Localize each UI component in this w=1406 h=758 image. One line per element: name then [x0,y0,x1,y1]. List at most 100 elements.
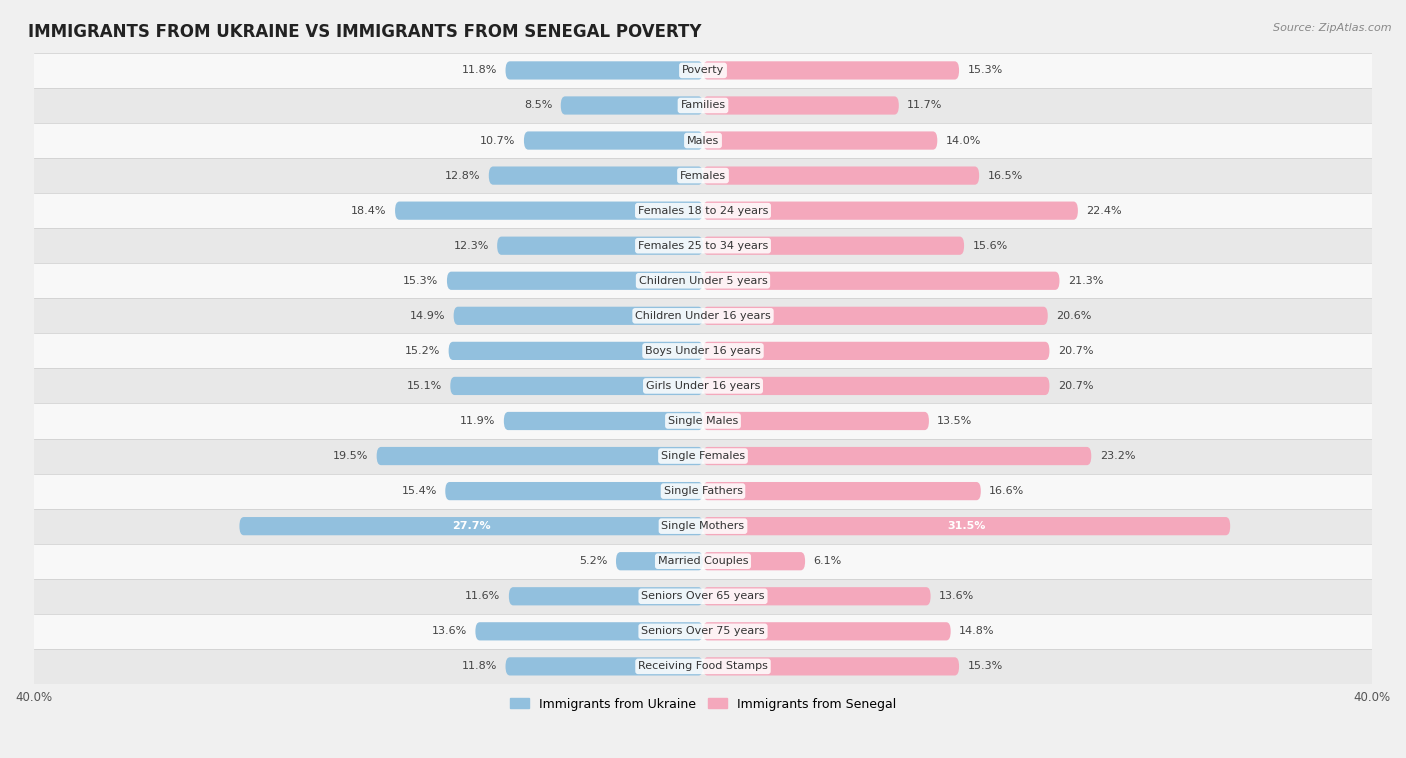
Text: 23.2%: 23.2% [1099,451,1135,461]
FancyBboxPatch shape [703,657,959,675]
FancyBboxPatch shape [703,377,1049,395]
FancyBboxPatch shape [449,342,703,360]
FancyBboxPatch shape [506,657,703,675]
Bar [34,439,1372,474]
FancyBboxPatch shape [703,167,979,185]
Text: Seniors Over 75 years: Seniors Over 75 years [641,626,765,636]
FancyBboxPatch shape [489,167,703,185]
Text: Seniors Over 65 years: Seniors Over 65 years [641,591,765,601]
FancyBboxPatch shape [703,517,1230,535]
Text: Girls Under 16 years: Girls Under 16 years [645,381,761,391]
Text: 14.8%: 14.8% [959,626,994,636]
FancyBboxPatch shape [239,517,703,535]
FancyBboxPatch shape [498,236,703,255]
Text: Children Under 16 years: Children Under 16 years [636,311,770,321]
Text: 14.0%: 14.0% [946,136,981,146]
Text: 12.3%: 12.3% [453,241,489,251]
FancyBboxPatch shape [703,342,1049,360]
Text: 10.7%: 10.7% [481,136,516,146]
Text: 11.8%: 11.8% [461,662,498,672]
Bar [34,474,1372,509]
Bar [34,543,1372,579]
Bar [34,53,1372,88]
FancyBboxPatch shape [377,447,703,465]
Text: 15.6%: 15.6% [973,241,1008,251]
Text: 27.7%: 27.7% [451,522,491,531]
Text: Receiving Food Stamps: Receiving Food Stamps [638,662,768,672]
FancyBboxPatch shape [503,412,703,430]
Text: 6.1%: 6.1% [814,556,842,566]
FancyBboxPatch shape [524,131,703,149]
FancyBboxPatch shape [616,552,703,570]
Text: Source: ZipAtlas.com: Source: ZipAtlas.com [1274,23,1392,33]
Legend: Immigrants from Ukraine, Immigrants from Senegal: Immigrants from Ukraine, Immigrants from… [505,693,901,716]
Text: 14.9%: 14.9% [409,311,446,321]
Text: 13.6%: 13.6% [939,591,974,601]
Text: 5.2%: 5.2% [579,556,607,566]
FancyBboxPatch shape [703,482,981,500]
Text: Females: Females [681,171,725,180]
Text: 20.7%: 20.7% [1057,346,1094,356]
Text: Females 25 to 34 years: Females 25 to 34 years [638,241,768,251]
Bar [34,123,1372,158]
Text: 11.7%: 11.7% [907,101,942,111]
FancyBboxPatch shape [561,96,703,114]
FancyBboxPatch shape [703,552,806,570]
Text: 8.5%: 8.5% [524,101,553,111]
Bar [34,614,1372,649]
Text: 21.3%: 21.3% [1067,276,1104,286]
FancyBboxPatch shape [703,587,931,606]
Text: 18.4%: 18.4% [352,205,387,216]
Text: 19.5%: 19.5% [333,451,368,461]
FancyBboxPatch shape [703,412,929,430]
Bar [34,403,1372,439]
Text: Children Under 5 years: Children Under 5 years [638,276,768,286]
Bar [34,263,1372,299]
Text: 20.7%: 20.7% [1057,381,1094,391]
FancyBboxPatch shape [506,61,703,80]
Text: 11.6%: 11.6% [465,591,501,601]
Text: 22.4%: 22.4% [1087,205,1122,216]
Text: Single Males: Single Males [668,416,738,426]
Bar [34,88,1372,123]
FancyBboxPatch shape [703,202,1078,220]
Bar [34,579,1372,614]
Bar [34,509,1372,543]
Text: 31.5%: 31.5% [948,522,986,531]
Text: 13.6%: 13.6% [432,626,467,636]
FancyBboxPatch shape [703,271,1060,290]
FancyBboxPatch shape [703,236,965,255]
Text: 15.2%: 15.2% [405,346,440,356]
FancyBboxPatch shape [447,271,703,290]
FancyBboxPatch shape [509,587,703,606]
Text: 20.6%: 20.6% [1056,311,1091,321]
Text: 16.5%: 16.5% [987,171,1022,180]
Text: Poverty: Poverty [682,65,724,76]
Text: 12.8%: 12.8% [444,171,481,180]
Text: Females 18 to 24 years: Females 18 to 24 years [638,205,768,216]
Bar [34,228,1372,263]
Bar [34,193,1372,228]
FancyBboxPatch shape [450,377,703,395]
FancyBboxPatch shape [703,622,950,641]
Text: 13.5%: 13.5% [938,416,973,426]
Text: Single Mothers: Single Mothers [661,522,745,531]
FancyBboxPatch shape [475,622,703,641]
Bar [34,299,1372,334]
Text: 11.9%: 11.9% [460,416,495,426]
Text: Single Fathers: Single Fathers [664,486,742,496]
FancyBboxPatch shape [446,482,703,500]
Bar [34,649,1372,684]
Text: 15.3%: 15.3% [967,662,1002,672]
Text: 15.1%: 15.1% [406,381,441,391]
Bar [34,368,1372,403]
Text: 15.3%: 15.3% [404,276,439,286]
FancyBboxPatch shape [454,307,703,325]
FancyBboxPatch shape [703,447,1091,465]
Text: 11.8%: 11.8% [461,65,498,76]
Bar [34,334,1372,368]
Text: Families: Families [681,101,725,111]
Text: Boys Under 16 years: Boys Under 16 years [645,346,761,356]
Text: 15.3%: 15.3% [967,65,1002,76]
Text: Single Females: Single Females [661,451,745,461]
